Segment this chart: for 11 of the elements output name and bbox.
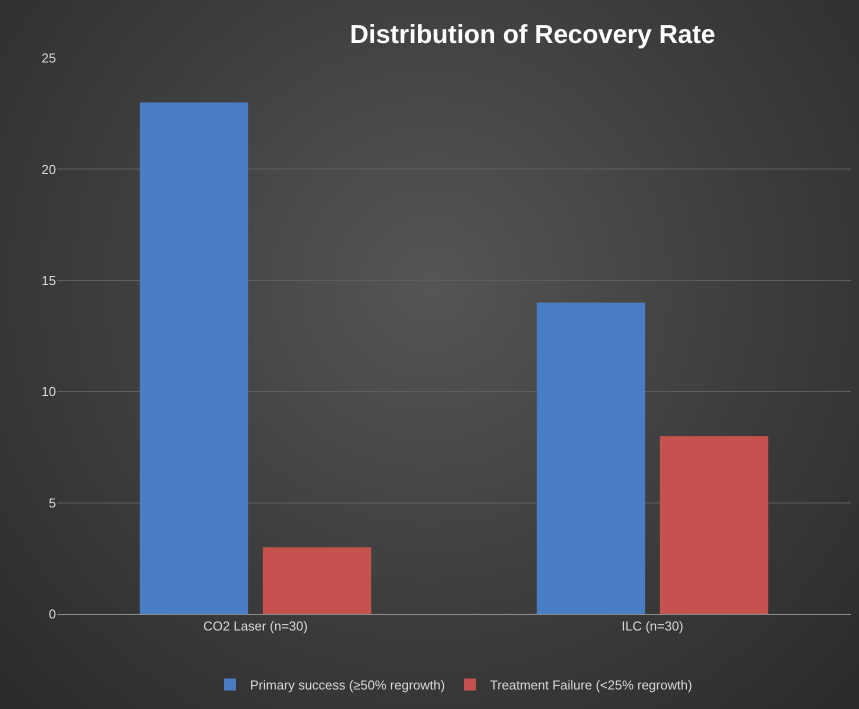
y-tick-label: 15: [42, 272, 56, 288]
x-tick-label: ILC (n=30): [622, 618, 684, 634]
x-tick-label: CO2 Laser (n=30): [203, 618, 308, 634]
chart-title: Distribution of Recovery Rate: [350, 19, 716, 50]
legend-label: Treatment Failure (<25% regrowth): [490, 678, 692, 693]
y-tick-label: 25: [42, 50, 56, 66]
y-tick-label: 10: [42, 384, 56, 400]
y-tick-label: 5: [48, 495, 56, 510]
y-tick-label: 20: [42, 162, 56, 177]
legend-label: Primary success (≥50% regrowth): [250, 678, 445, 693]
y-tick-label: 0: [48, 606, 56, 622]
